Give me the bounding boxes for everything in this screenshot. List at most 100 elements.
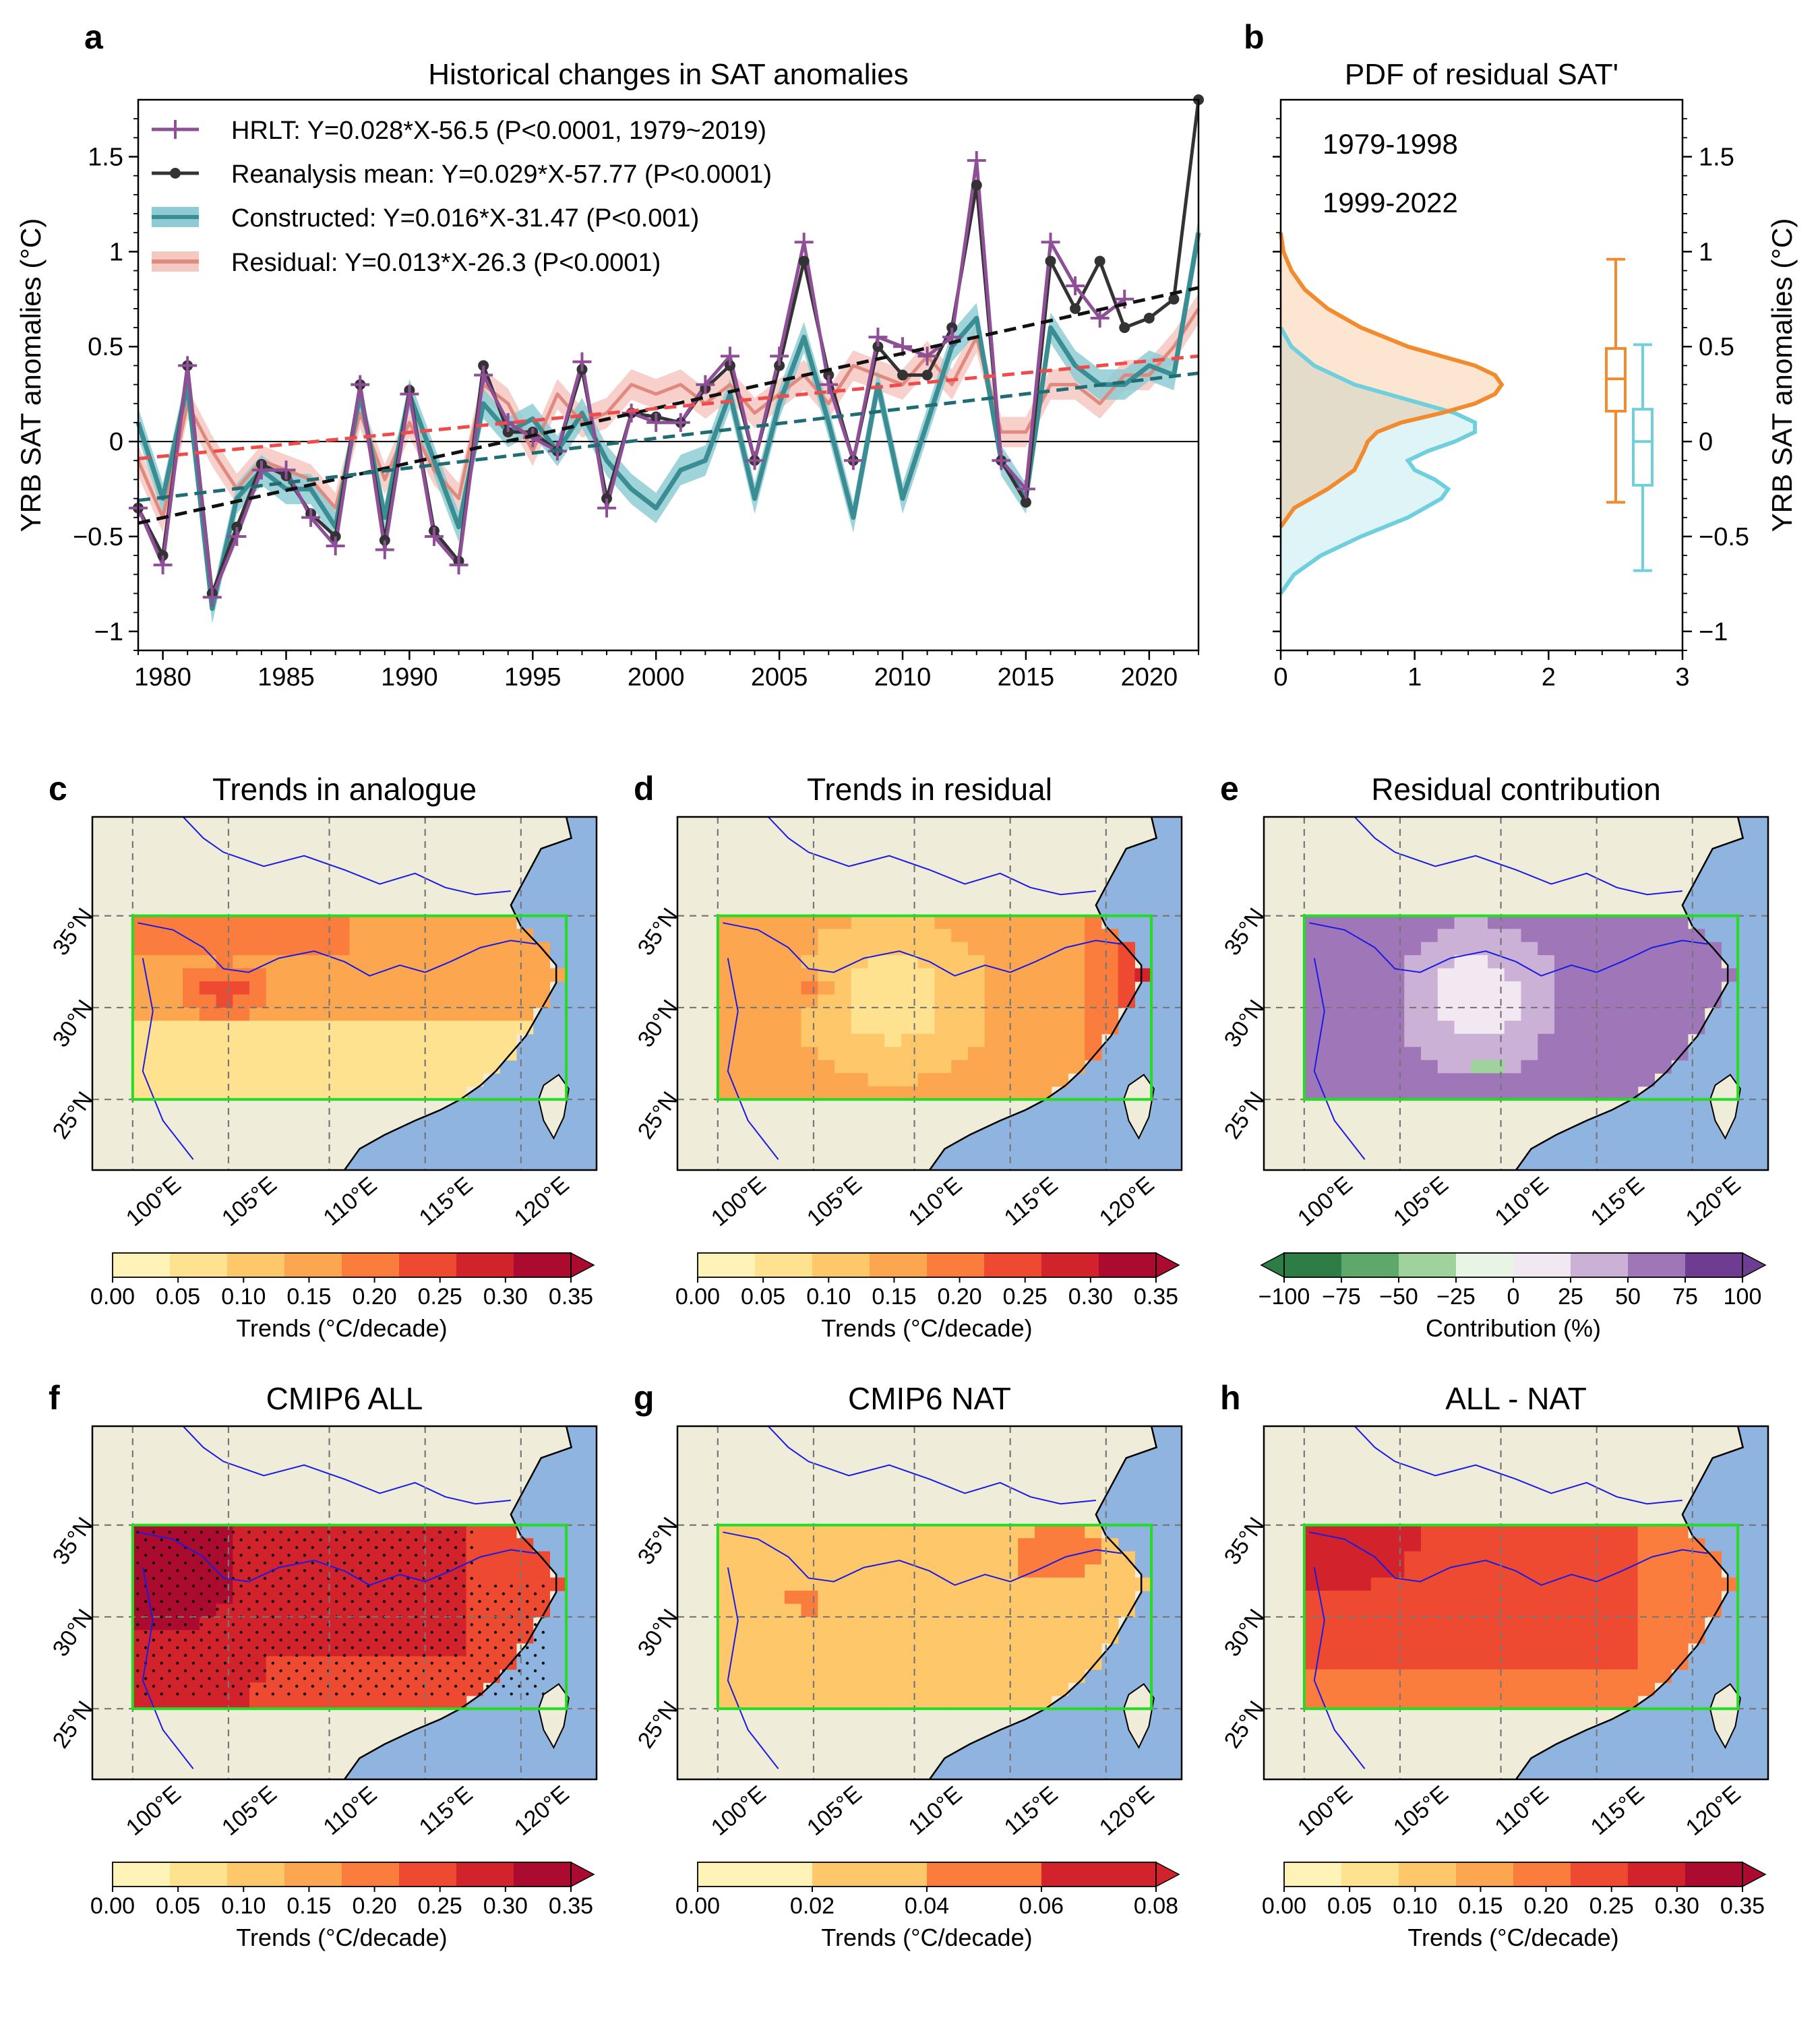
field-cell: [1471, 1047, 1488, 1061]
field-cell: [801, 1020, 818, 1035]
stipple-dot: [144, 1554, 148, 1557]
field-cell: [249, 1591, 267, 1605]
field-cell: [1471, 1591, 1488, 1605]
field-cell: [801, 942, 818, 956]
stipple-dot: [223, 1692, 227, 1696]
stipple-dot: [342, 1531, 346, 1534]
field-cell: [1604, 915, 1622, 929]
field-cell: [1687, 1577, 1705, 1591]
field-cell: [132, 1695, 150, 1709]
field-cell: [1437, 915, 1455, 929]
field-cell: [483, 1656, 500, 1670]
field-cell: [835, 1669, 852, 1683]
stipple-dot: [430, 1538, 433, 1541]
field-cell: [1387, 1591, 1405, 1605]
field-cell: [1304, 1020, 1322, 1035]
stipple-dot: [271, 1630, 275, 1634]
y-axis-label: YRB SAT anomalies (°C): [15, 218, 47, 532]
stipple-dot: [144, 1677, 148, 1680]
field-cell: [951, 929, 969, 943]
field-cell: [801, 1525, 818, 1539]
field-cell: [1321, 1577, 1338, 1591]
stipple-dot: [311, 1607, 315, 1611]
field-cell: [1521, 929, 1538, 943]
field-cell: [818, 1564, 835, 1579]
field-cell: [183, 1047, 200, 1061]
field-cell: [884, 1682, 902, 1696]
field-cell: [382, 1656, 400, 1670]
field-cell: [1118, 1564, 1135, 1579]
field-cell: [1637, 1007, 1656, 1022]
field-cell: [1034, 1047, 1052, 1061]
field-cell: [366, 1682, 384, 1696]
field-cell: [1337, 981, 1355, 995]
field-cell: [1471, 929, 1488, 943]
field-cell: [734, 1616, 752, 1631]
field-cell: [149, 1033, 166, 1047]
map-frame: [91, 1425, 598, 1781]
field-cell: [717, 1669, 735, 1683]
field-cell: [1101, 968, 1119, 982]
field-cell: [1487, 1073, 1505, 1087]
field-cell: [399, 1086, 417, 1100]
colorbar-segment: [514, 1862, 571, 1887]
field-cell: [1687, 942, 1705, 956]
field-cell: [299, 981, 317, 995]
field-cell: [751, 1007, 768, 1022]
field-cell: [784, 968, 802, 982]
field-cell: [1051, 1591, 1069, 1605]
field-cell: [1304, 1695, 1322, 1709]
field-cell: [216, 1020, 233, 1035]
field-cell: [884, 1033, 902, 1047]
field-cell: [299, 1525, 317, 1539]
field-cell: [784, 994, 802, 1008]
lat-label: 30°N: [1219, 995, 1270, 1052]
field-cell: [768, 1630, 785, 1644]
colorbar-tick-label: 0.10: [221, 1893, 266, 1919]
stipple-dot: [406, 1653, 410, 1657]
lon-label: 120°E: [510, 1781, 574, 1841]
field-cell: [233, 1047, 250, 1061]
stipple-dot: [367, 1599, 370, 1603]
field-cell: [1370, 1630, 1389, 1644]
field-cell: [266, 981, 284, 995]
stipple-dot: [462, 1554, 466, 1557]
stipple-dot: [183, 1653, 187, 1657]
stipple-dot: [200, 1607, 203, 1611]
field-cell: [1034, 1060, 1052, 1074]
field-cell: [1604, 1073, 1622, 1087]
stipple-dot: [152, 1561, 156, 1565]
stipple-dot: [382, 1554, 386, 1557]
reanalysis-point: [946, 322, 958, 334]
field-cell: [1554, 1086, 1572, 1100]
field-cell: [1337, 1656, 1355, 1670]
colorbar-tick-label: 0.25: [1589, 1893, 1634, 1919]
field-cell: [818, 1033, 835, 1047]
field-cell: [984, 1020, 1002, 1035]
coastline: [343, 817, 573, 1170]
stipple-dot: [144, 1569, 148, 1572]
field-cell: [183, 915, 200, 929]
field-cell: [132, 1086, 150, 1100]
field-cell: [199, 1086, 217, 1100]
field-cell: [1454, 994, 1472, 1008]
field-cell: [233, 1033, 250, 1047]
field-cell: [717, 1616, 735, 1631]
field-cell: [216, 1060, 233, 1074]
colorbar-segment: [1284, 1253, 1341, 1277]
pdf-curve: [1279, 232, 1505, 528]
field-cell: [967, 1695, 985, 1709]
field-cell: [299, 1656, 317, 1670]
field-cell: [449, 1564, 467, 1579]
field-cell: [1471, 955, 1488, 969]
field-cell: [1487, 968, 1505, 982]
stipple-dot: [311, 1592, 315, 1595]
field-cell: [1571, 1551, 1589, 1565]
field-cell: [166, 1577, 183, 1591]
stipple-dot: [470, 1653, 473, 1657]
lon-label: 110°E: [1490, 1781, 1554, 1840]
field-cell: [768, 1669, 785, 1683]
field-cell: [801, 1616, 818, 1631]
field-cell: [717, 1695, 735, 1709]
lon-label: 110°E: [319, 1172, 382, 1231]
